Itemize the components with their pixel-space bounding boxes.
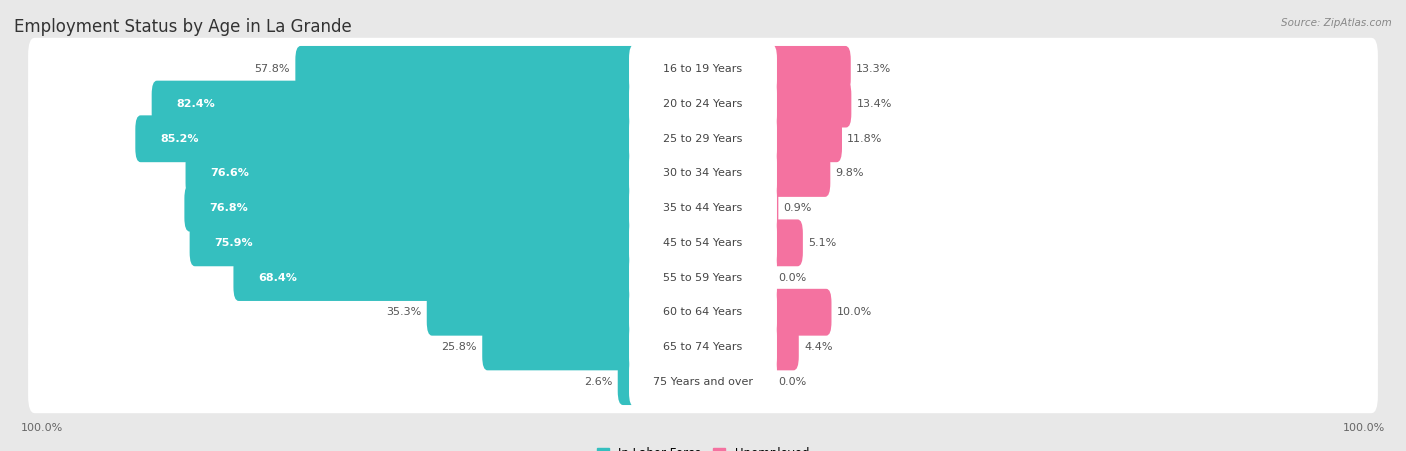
Text: 0.9%: 0.9% [783,203,811,213]
FancyBboxPatch shape [628,114,778,164]
FancyBboxPatch shape [28,142,1378,205]
Text: 9.8%: 9.8% [835,169,865,179]
Text: 85.2%: 85.2% [160,134,198,144]
FancyBboxPatch shape [190,220,644,266]
Text: Source: ZipAtlas.com: Source: ZipAtlas.com [1281,18,1392,28]
FancyBboxPatch shape [762,46,851,93]
FancyBboxPatch shape [427,289,644,336]
Legend: In Labor Force, Unemployed: In Labor Force, Unemployed [592,442,814,451]
FancyBboxPatch shape [482,323,644,370]
Text: 0.0%: 0.0% [779,272,807,282]
Text: 11.8%: 11.8% [848,134,883,144]
FancyBboxPatch shape [28,246,1378,309]
Text: 82.4%: 82.4% [176,99,215,109]
FancyBboxPatch shape [628,184,778,233]
FancyBboxPatch shape [762,220,803,266]
FancyBboxPatch shape [28,281,1378,344]
FancyBboxPatch shape [28,177,1378,240]
FancyBboxPatch shape [617,358,644,405]
Text: 45 to 54 Years: 45 to 54 Years [664,238,742,248]
FancyBboxPatch shape [628,322,778,372]
Text: 4.4%: 4.4% [804,342,832,352]
FancyBboxPatch shape [762,150,831,197]
Text: 100.0%: 100.0% [1343,423,1385,433]
Text: 100.0%: 100.0% [21,423,63,433]
Text: 30 to 34 Years: 30 to 34 Years [664,169,742,179]
Text: 16 to 19 Years: 16 to 19 Years [664,64,742,74]
FancyBboxPatch shape [28,350,1378,413]
FancyBboxPatch shape [762,185,779,231]
Text: 65 to 74 Years: 65 to 74 Years [664,342,742,352]
Text: 35.3%: 35.3% [387,307,422,317]
Text: 60 to 64 Years: 60 to 64 Years [664,307,742,317]
Text: 76.6%: 76.6% [211,169,249,179]
Text: 2.6%: 2.6% [583,377,613,387]
FancyBboxPatch shape [762,323,799,370]
FancyBboxPatch shape [628,218,778,267]
Text: 20 to 24 Years: 20 to 24 Years [664,99,742,109]
FancyBboxPatch shape [762,115,842,162]
Text: Employment Status by Age in La Grande: Employment Status by Age in La Grande [14,18,352,36]
Text: 10.0%: 10.0% [837,307,872,317]
FancyBboxPatch shape [628,287,778,337]
Text: 75.9%: 75.9% [214,238,253,248]
FancyBboxPatch shape [28,315,1378,378]
FancyBboxPatch shape [628,149,778,198]
FancyBboxPatch shape [152,81,644,128]
FancyBboxPatch shape [628,357,778,406]
Text: 57.8%: 57.8% [254,64,290,74]
Text: 13.3%: 13.3% [856,64,891,74]
FancyBboxPatch shape [28,38,1378,101]
Text: 76.8%: 76.8% [209,203,247,213]
Text: 68.4%: 68.4% [259,272,297,282]
FancyBboxPatch shape [135,115,644,162]
Text: 25 to 29 Years: 25 to 29 Years [664,134,742,144]
FancyBboxPatch shape [295,46,644,93]
FancyBboxPatch shape [28,211,1378,274]
Text: 0.0%: 0.0% [779,377,807,387]
FancyBboxPatch shape [28,73,1378,136]
Text: 75 Years and over: 75 Years and over [652,377,754,387]
Text: 13.4%: 13.4% [856,99,891,109]
FancyBboxPatch shape [233,254,644,301]
FancyBboxPatch shape [186,150,644,197]
FancyBboxPatch shape [762,81,852,128]
FancyBboxPatch shape [628,253,778,302]
Text: 35 to 44 Years: 35 to 44 Years [664,203,742,213]
FancyBboxPatch shape [184,185,644,231]
Text: 25.8%: 25.8% [441,342,477,352]
FancyBboxPatch shape [628,79,778,129]
FancyBboxPatch shape [628,45,778,94]
FancyBboxPatch shape [762,289,831,336]
Text: 55 to 59 Years: 55 to 59 Years [664,272,742,282]
Text: 5.1%: 5.1% [808,238,837,248]
FancyBboxPatch shape [28,107,1378,170]
